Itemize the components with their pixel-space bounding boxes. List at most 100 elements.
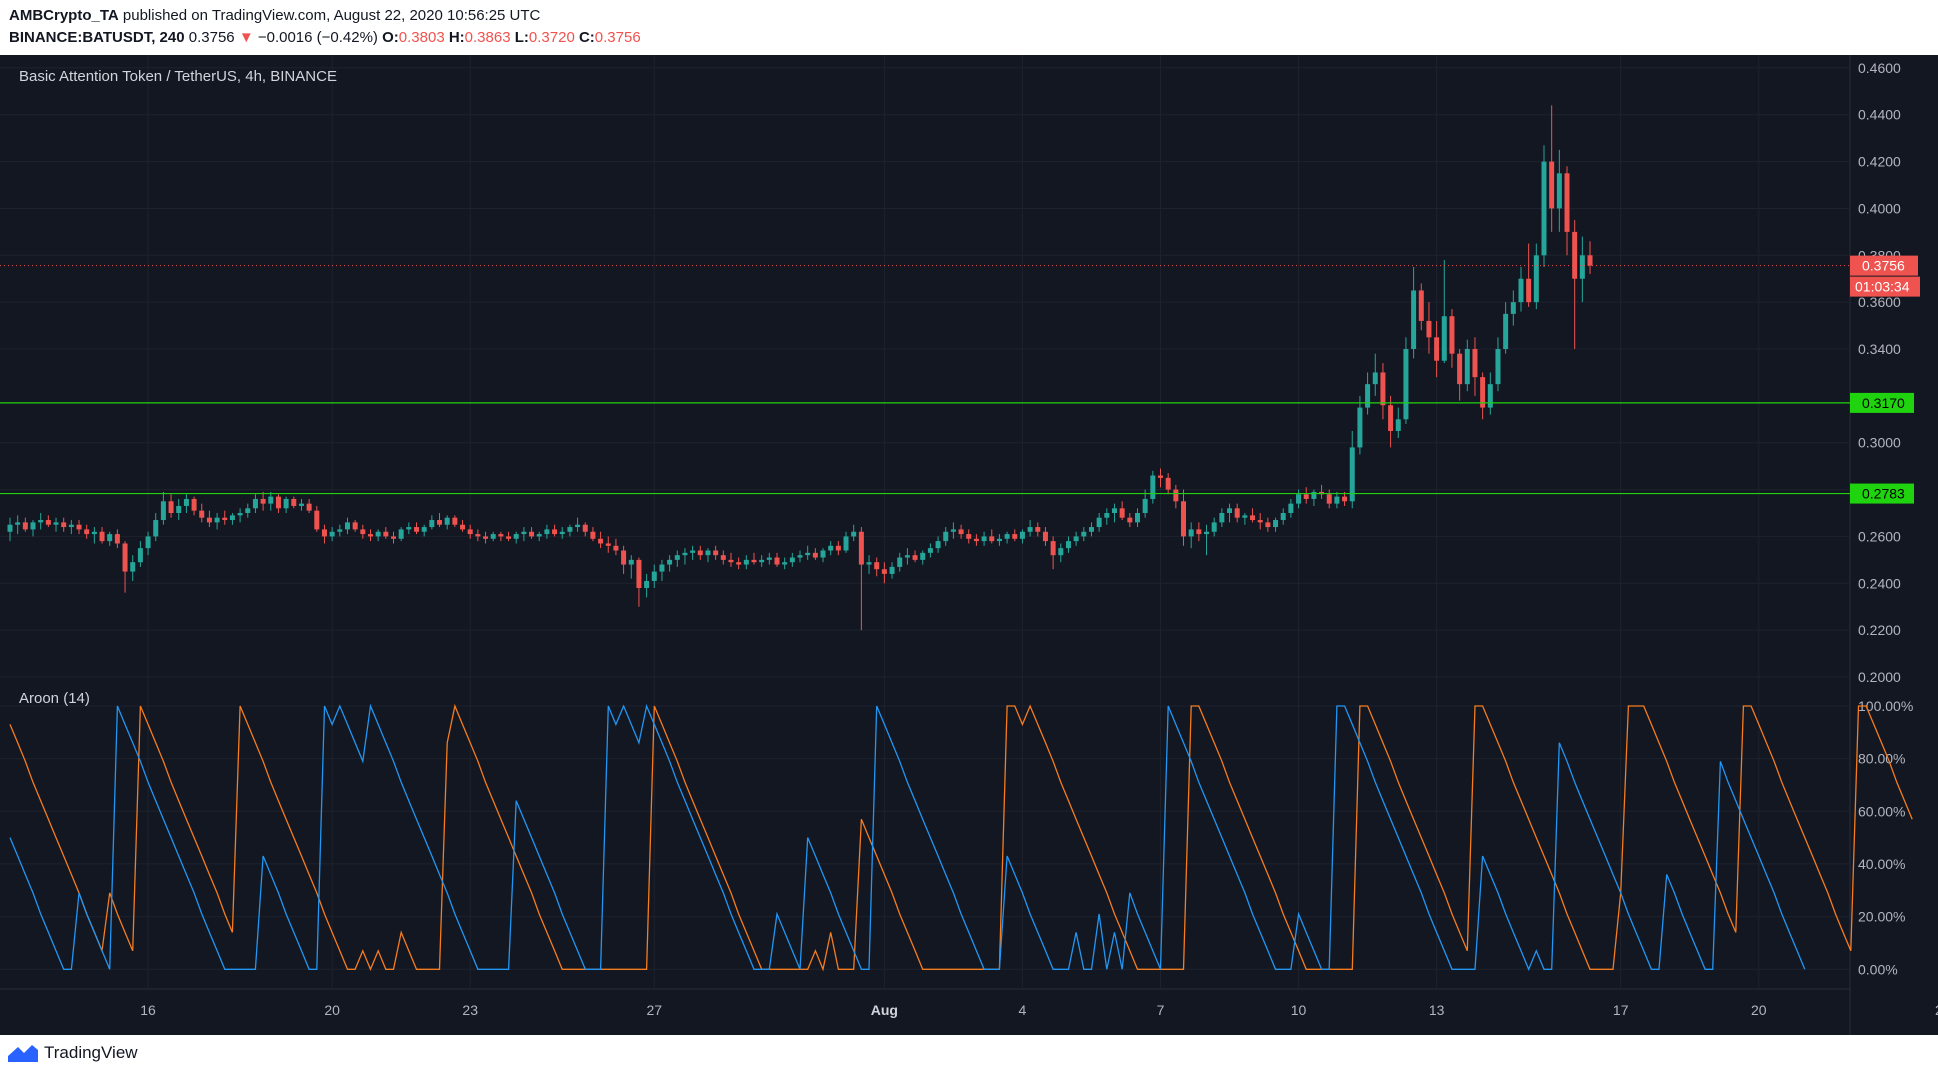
time-tick-label: 27 [646, 1002, 662, 1018]
chart-area[interactable]: 0.20000.22000.24000.26000.28000.30000.34… [0, 55, 1938, 1035]
candle-body [153, 520, 159, 537]
aroon-tick-label: 60.00% [1858, 803, 1905, 819]
countdown-label: 01:03:34 [1855, 279, 1910, 295]
candle-body [1411, 290, 1417, 350]
candle-body [91, 531, 97, 535]
candle-body [1127, 517, 1133, 523]
candle-body [1065, 541, 1071, 549]
candle-body [1119, 508, 1125, 518]
candle-body [1181, 501, 1187, 537]
price-tick-label: 0.4400 [1858, 107, 1901, 123]
time-tick-label: 20 [324, 1002, 340, 1018]
symbol-ohlc-line: BINANCE:BATUSDT, 240 0.3756 ▼ −0.0016 (−… [9, 29, 641, 46]
candle-body [483, 536, 489, 539]
candle-body [812, 552, 818, 558]
time-tick-label: Aug [871, 1002, 898, 1018]
candle-body [705, 550, 711, 556]
candle-body [736, 562, 742, 565]
candle-body [107, 534, 113, 542]
candle-body [1503, 313, 1509, 350]
candle-body [1142, 498, 1148, 514]
candle-body [38, 520, 44, 523]
candle-body [337, 529, 343, 532]
time-tick-label: 13 [1429, 1002, 1445, 1018]
price-tick-label: 0.2600 [1858, 528, 1901, 544]
candle-body [567, 527, 573, 532]
candle-body [291, 498, 297, 506]
publish-text: published on TradingView.com, August 22,… [118, 7, 541, 24]
candle-body [45, 520, 51, 525]
candle-body [1464, 349, 1470, 385]
candle-body [636, 559, 642, 588]
last-price-label: 0.3756 [1862, 258, 1905, 274]
candle-body [1518, 278, 1524, 303]
time-tick-label: 17 [1613, 1002, 1629, 1018]
candle-body [1019, 531, 1025, 539]
publisher-name[interactable]: AMBCrypto_TA [9, 7, 119, 24]
candle-body [851, 531, 857, 537]
candle-body [76, 524, 82, 530]
candle-body [460, 524, 466, 530]
level-label: 0.2783 [1862, 486, 1905, 502]
candle-body [1418, 290, 1424, 321]
candle-body [391, 536, 396, 539]
candle-body [1188, 529, 1194, 537]
candle-body [897, 557, 903, 567]
candle-body [904, 555, 910, 558]
time-tick-label: 16 [140, 1002, 156, 1018]
candle-body [1434, 337, 1440, 361]
candle-body [605, 543, 611, 546]
candle-body [1004, 534, 1010, 539]
candle-body [1257, 520, 1263, 523]
tradingview-logo[interactable]: TradingView [8, 1043, 138, 1063]
chart-marks: 0.20000.22000.24000.26000.28000.30000.34… [0, 60, 1938, 1018]
candle-body [314, 510, 320, 530]
candle-body [1280, 513, 1286, 521]
candle-body [1564, 173, 1570, 232]
candle-body [1572, 231, 1578, 279]
symbol-label: BINANCE:BATUSDT, 240 [9, 29, 185, 46]
close-value: 0.3756 [594, 29, 641, 46]
candle-body [1372, 372, 1378, 385]
candle-body [1365, 384, 1371, 408]
aroon-tick-label: 20.00% [1858, 909, 1905, 925]
candle-body [15, 522, 21, 525]
candle-body [682, 552, 688, 556]
candle-body [1472, 349, 1478, 378]
candle-body [667, 559, 673, 565]
candle-body [881, 569, 887, 574]
candle-body [1533, 255, 1539, 303]
candle-body [1219, 513, 1225, 523]
candle-body [613, 545, 619, 551]
candle-body [7, 524, 13, 532]
low-label: L: [514, 29, 529, 46]
candle-body [1158, 475, 1163, 478]
candle-body [621, 550, 627, 565]
candle-body [1579, 255, 1585, 279]
candle-body [912, 555, 918, 560]
candle-body [927, 548, 933, 553]
candle-body [452, 517, 458, 525]
candle-body [1104, 513, 1110, 518]
candle-body [229, 515, 235, 521]
candle-body [1296, 494, 1302, 504]
last-price-label-bg [1850, 255, 1918, 276]
candle-body [950, 529, 956, 532]
candle-body [1541, 161, 1547, 256]
candle-body [475, 534, 481, 537]
aroon-series-line [9, 703, 1913, 972]
candle-body [1349, 447, 1355, 502]
candle-body [1526, 278, 1532, 303]
candle-body [782, 562, 788, 565]
level-label-bg [1850, 392, 1914, 413]
candle-body [176, 505, 182, 514]
candle-body [521, 531, 527, 535]
candle-body [966, 534, 972, 539]
candle-body [575, 524, 581, 528]
candle-body [61, 522, 67, 528]
candle-body [490, 534, 496, 539]
candle-body [1457, 353, 1463, 385]
candle-body [1303, 494, 1309, 499]
candle-body [214, 517, 220, 523]
candle-body [22, 522, 28, 530]
